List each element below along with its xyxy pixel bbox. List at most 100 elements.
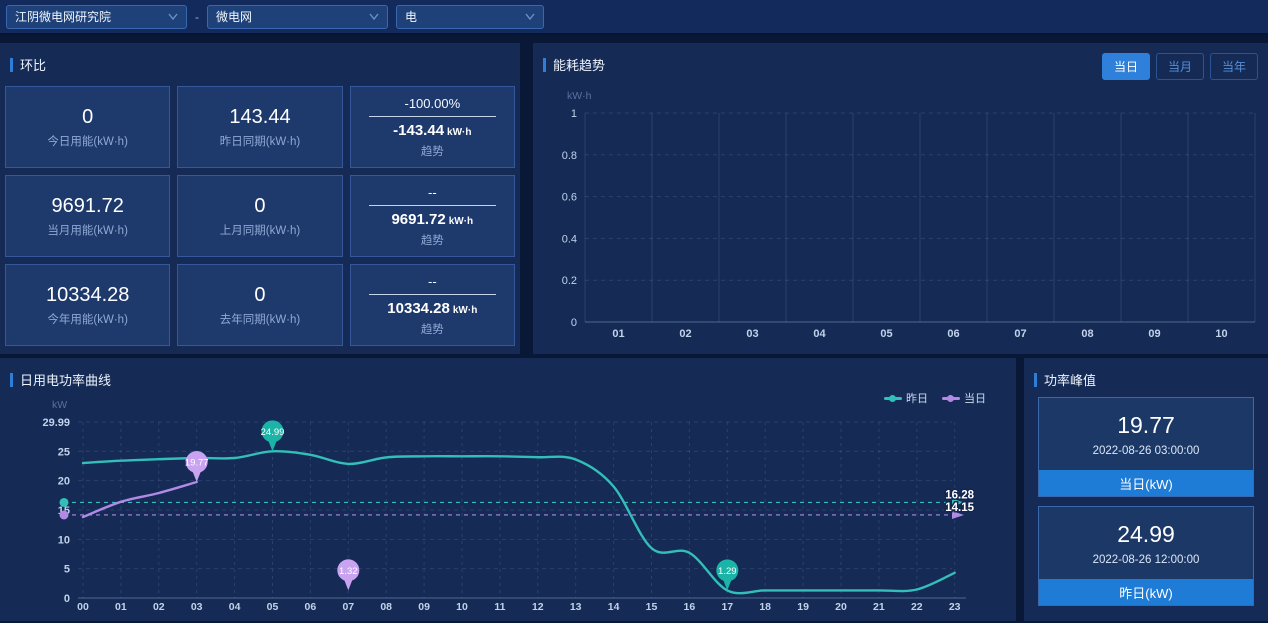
tab-month[interactable]: 当月 — [1155, 53, 1204, 80]
power-curve-chart: kW051015202529.9900010203040506070809101… — [42, 399, 976, 613]
svg-text:03: 03 — [191, 601, 203, 613]
svg-text:02: 02 — [153, 601, 165, 613]
power-peak-panel: 功率峰值 19.77 2022-08-26 03:00:00 当日(kW) 24… — [1024, 358, 1268, 621]
peak-footer-yesterday[interactable]: 昨日(kW) — [1039, 579, 1253, 605]
tab-today[interactable]: 当日 — [1101, 53, 1150, 80]
peak-card-body: 19.77 2022-08-26 03:00:00 — [1039, 398, 1253, 470]
svg-text:01: 01 — [115, 601, 127, 613]
trend-value: -143.44 kW·h — [393, 121, 472, 139]
trend-value: 10334.28 kW·h — [387, 299, 478, 317]
svg-text:16.28: 16.28 — [945, 489, 974, 501]
svg-text:1: 1 — [571, 108, 577, 120]
power-curve-panel-title: 日用电功率曲线 — [0, 358, 1016, 395]
svg-text:02: 02 — [679, 328, 691, 340]
title-accent-bar — [1034, 372, 1037, 387]
org-select-value: 江阴微电网研究院 — [15, 10, 112, 24]
svg-text:07: 07 — [342, 601, 354, 613]
svg-text:06: 06 — [947, 328, 959, 340]
legend-line-dot-icon — [942, 394, 960, 402]
stat-label: 去年同期(kW·h) — [219, 314, 301, 326]
legend-label: 昨日 — [906, 393, 928, 405]
svg-text:07: 07 — [1014, 328, 1026, 340]
peak-card-body: 24.99 2022-08-26 12:00:00 — [1039, 507, 1253, 579]
trend-label: 趋势 — [420, 234, 444, 247]
svg-text:25: 25 — [58, 446, 70, 458]
svg-text:10: 10 — [58, 534, 70, 546]
svg-text:04: 04 — [229, 601, 241, 613]
svg-text:16: 16 — [684, 601, 696, 613]
trend-divider — [368, 115, 497, 117]
power-curve-panel: 日用电功率曲线 昨日 当日 kW051015202529.99000102030… — [0, 358, 1016, 621]
tab-year[interactable]: 当年 — [1209, 53, 1258, 80]
svg-text:22: 22 — [911, 601, 923, 613]
top-filter-bar: 江阴微电网研究院 - 微电网 电 — [0, 0, 1268, 35]
svg-text:0.8: 0.8 — [562, 150, 577, 162]
grid-select[interactable]: 微电网 — [207, 4, 388, 29]
legend-item-yesterday[interactable]: 昨日 — [884, 390, 928, 406]
power-peak-panel-title: 功率峰值 — [1024, 358, 1268, 395]
stat-card-yesterday: 143.44 昨日同期(kW·h) — [177, 86, 343, 168]
svg-text:05: 05 — [267, 601, 279, 613]
comparison-panel-title: 环比 — [0, 43, 520, 80]
stat-card-month: 9691.72 当月用能(kW·h) — [5, 175, 171, 257]
stat-label: 今年用能(kW·h) — [47, 314, 128, 326]
trend-percent: -- — [427, 273, 437, 289]
svg-text:0.6: 0.6 — [562, 192, 577, 204]
peak-timestamp: 2022-08-26 03:00:00 — [1092, 444, 1200, 457]
peak-value: 24.99 — [1117, 520, 1175, 547]
svg-text:17: 17 — [721, 601, 733, 613]
svg-text:04: 04 — [813, 328, 826, 340]
stat-label: 今日用能(kW·h) — [47, 136, 128, 148]
svg-text:20: 20 — [835, 601, 847, 613]
power-peak-title-text: 功率峰值 — [1044, 373, 1097, 388]
svg-text:19.77: 19.77 — [185, 457, 209, 468]
svg-text:18: 18 — [759, 601, 771, 613]
svg-text:15: 15 — [646, 601, 658, 613]
svg-text:0: 0 — [571, 317, 577, 329]
energy-type-select-value: 电 — [405, 10, 418, 24]
trend-divider — [368, 204, 497, 206]
peak-footer-today[interactable]: 当日(kW) — [1039, 470, 1253, 496]
stat-value: 9691.72 — [51, 195, 124, 217]
svg-text:14.15: 14.15 — [945, 502, 974, 514]
svg-text:5: 5 — [64, 564, 70, 576]
svg-text:05: 05 — [880, 328, 892, 340]
energy-trend-chart: kW·h 0 0.2 0.4 0.6 0.8 1 01 02 03 04 05 06 07 08 09 10 — [562, 90, 1256, 340]
stat-card-year: 10334.28 今年用能(kW·h) — [5, 264, 171, 346]
svg-text:0: 0 — [64, 593, 70, 605]
svg-text:kW: kW — [52, 399, 67, 411]
svg-text:0.2: 0.2 — [562, 275, 577, 287]
energy-trend-tabs: 当日 当月 当年 — [1101, 53, 1258, 80]
trend-card-day: -100.00% -143.44 kW·h 趋势 — [349, 86, 515, 168]
legend-line-dot-icon — [884, 394, 902, 402]
svg-text:19: 19 — [797, 601, 809, 613]
stat-card-last-year: 0 去年同期(kW·h) — [177, 264, 343, 346]
svg-text:03: 03 — [746, 328, 758, 340]
peak-card-yesterday: 24.99 2022-08-26 12:00:00 昨日(kW) — [1038, 506, 1254, 606]
svg-text:08: 08 — [1081, 328, 1093, 340]
trend-label: 趋势 — [420, 145, 444, 158]
svg-text:09: 09 — [418, 601, 430, 613]
stat-value: 10334.28 — [45, 284, 130, 306]
org-select[interactable]: 江阴微电网研究院 — [6, 4, 187, 29]
title-accent-bar — [10, 57, 13, 72]
svg-text:12: 12 — [532, 601, 544, 613]
svg-text:24.99: 24.99 — [261, 427, 285, 438]
svg-text:23: 23 — [949, 601, 961, 613]
energy-type-select[interactable]: 电 — [396, 4, 544, 29]
trend-card-year: -- 10334.28 kW·h 趋势 — [349, 264, 515, 346]
comparison-title-text: 环比 — [20, 58, 47, 73]
power-curve-legend: 昨日 当日 — [884, 390, 986, 406]
stat-value: 143.44 — [229, 106, 291, 128]
trend-percent: -100.00% — [404, 95, 461, 111]
stat-card-last-month: 0 上月同期(kW·h) — [177, 175, 343, 257]
legend-item-today[interactable]: 当日 — [942, 390, 986, 406]
trend-divider — [368, 293, 497, 295]
energy-trend-title-text: 能耗趋势 — [553, 58, 606, 73]
svg-text:kW·h: kW·h — [567, 90, 592, 102]
energy-trend-panel: 能耗趋势 当日 当月 当年 kW·h 0 0.2 0.4 0.6 0.8 1 01 02 03 04… — [533, 43, 1268, 354]
svg-text:01: 01 — [612, 328, 624, 340]
stat-label: 昨日同期(kW·h) — [219, 136, 301, 148]
stat-label: 上月同期(kW·h) — [219, 225, 301, 237]
trend-percent: -- — [427, 184, 437, 200]
